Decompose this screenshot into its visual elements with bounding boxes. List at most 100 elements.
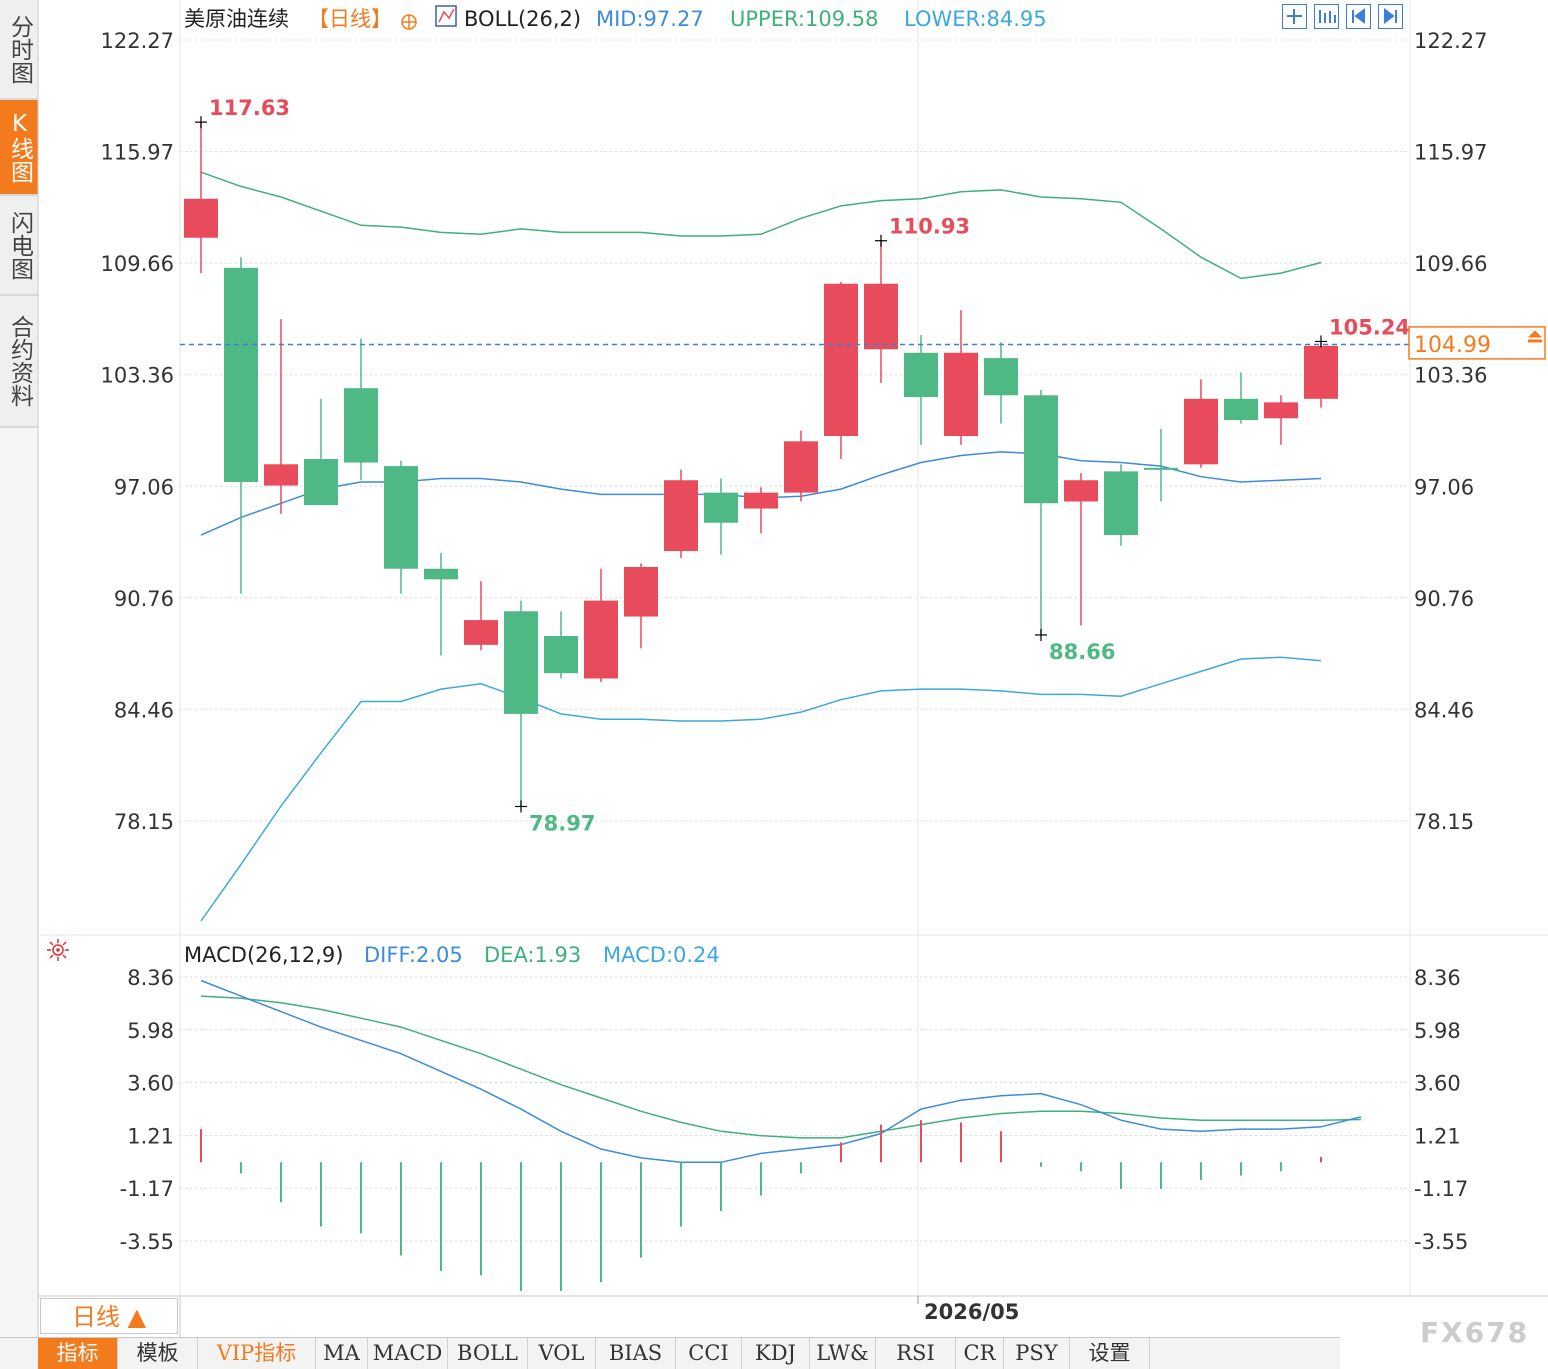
price-grid: 122.27 122.27 115.97 115.97 109.66 109.66 103.… <box>101 29 1488 834</box>
candle-body <box>264 464 298 486</box>
price-tick-right: 109.66 <box>1414 252 1487 276</box>
indicator-tab[interactable]: 模板 <box>118 1338 198 1369</box>
candle-body <box>584 600 618 679</box>
candle-body <box>664 480 698 552</box>
macd-tick-right: 5.98 <box>1414 1019 1461 1043</box>
indicator-tab[interactable]: KDJ <box>742 1338 810 1369</box>
indicator-tab[interactable]: BIAS <box>596 1338 676 1369</box>
macd-tick-right: 3.60 <box>1414 1072 1461 1096</box>
annotation-label: 110.93 <box>889 215 970 239</box>
boll-lines <box>200 171 1322 922</box>
price-tick-right: 84.46 <box>1414 698 1474 722</box>
instrument-name: 美原油连续 <box>184 7 289 31</box>
price-tick-left: 103.36 <box>101 364 174 388</box>
candle-body <box>424 568 458 580</box>
candle-body <box>1104 471 1138 536</box>
price-tick-left: 90.76 <box>114 587 174 611</box>
price-tick-right: 78.15 <box>1414 810 1474 834</box>
indicator-tab[interactable]: CCI <box>676 1338 742 1369</box>
annotation-label: 105.24 <box>1329 315 1410 339</box>
candle-body <box>864 283 898 350</box>
candle-body <box>984 358 1018 396</box>
price-tick-left: 122.27 <box>101 29 174 53</box>
current-price-box <box>1408 326 1546 360</box>
candle-body <box>384 466 418 569</box>
price-tick-right: 97.06 <box>1414 475 1474 499</box>
chart-area[interactable]: 122.27 122.27 115.97 115.97 109.66 109.66 103.… <box>0 0 1548 1338</box>
arrow-up-bar <box>1528 339 1542 343</box>
indicator-tabs: 指标 模板 VIP指标 MA MACD BOLL VOL BIAS CCI KDJ LW& RSI CR… <box>0 1337 1340 1369</box>
candle-body <box>1304 345 1338 399</box>
macd-lines <box>200 979 1362 1164</box>
macd-settings-icon[interactable] <box>47 939 69 961</box>
candle-body <box>544 636 578 674</box>
price-tick-left: 84.46 <box>114 698 174 722</box>
boll-lower-value: LOWER:84.95 <box>904 7 1047 31</box>
tab-lightning[interactable]: 闪电图 <box>0 196 38 296</box>
macd-tick-left: 5.98 <box>127 1019 174 1043</box>
price-tick-left: 115.97 <box>101 141 174 165</box>
price-arrow-icon <box>1528 330 1542 343</box>
boll-upper-line <box>200 171 1322 280</box>
macd-macd-value: MACD:0.24 <box>603 943 720 967</box>
macd-indicator-name: MACD(26,12,9) <box>184 943 344 967</box>
step-forward-icon[interactable] <box>1378 4 1403 29</box>
candle-body <box>344 388 378 463</box>
candle-body <box>784 441 818 493</box>
price-tick-right: 103.36 <box>1414 364 1487 388</box>
candle-body <box>944 352 978 436</box>
candle-body <box>1224 398 1258 421</box>
period-selector[interactable]: 日线 ▲ <box>40 1298 178 1334</box>
indicator-tab[interactable]: MACD <box>368 1338 448 1369</box>
indicator-tab[interactable]: PSY <box>1004 1338 1070 1369</box>
indicator-tab[interactable]: VIP指标 <box>198 1338 316 1369</box>
add-compare-icon[interactable] <box>401 14 417 30</box>
macd-diff-value: DIFF:2.05 <box>364 943 463 967</box>
annotation-label: 88.66 <box>1049 640 1115 664</box>
macd-dea-value: DEA:1.93 <box>484 943 581 967</box>
indicator-tab[interactable]: VOL <box>528 1338 596 1369</box>
period-tag[interactable]: 【日线】 <box>308 7 392 31</box>
tab-contract-info[interactable]: 合约资料 <box>0 296 38 428</box>
candle-body <box>904 352 938 398</box>
candles <box>184 122 1338 807</box>
candle-body <box>224 267 258 483</box>
price-tick-right: 122.27 <box>1414 29 1487 53</box>
indicator-tab[interactable]: 设置 <box>1070 1338 1150 1369</box>
tab-kline[interactable]: K线图 <box>0 100 38 196</box>
price-tick-right: 90.76 <box>1414 587 1474 611</box>
tab-time-share[interactable]: 分时图 <box>0 0 38 100</box>
macd-tick-left: -1.17 <box>120 1177 174 1201</box>
macd-tick-right: 8.36 <box>1414 966 1461 990</box>
macd-bars <box>200 1120 1322 1291</box>
candle-body <box>744 492 778 509</box>
indicator-tab[interactable]: MA <box>316 1338 368 1369</box>
indicator-tab[interactable]: LW& <box>810 1338 876 1369</box>
candle-body <box>304 458 338 506</box>
watermark: FX678 <box>1420 1316 1530 1349</box>
candle-body <box>1144 467 1178 470</box>
macd-grid: 8.36 8.36 5.98 5.98 3.60 3.60 1.21 1.21 -1.17 -1.… <box>120 966 1469 1254</box>
candle-body <box>1264 402 1298 419</box>
price-tick-right: 115.97 <box>1414 141 1487 165</box>
candle-body <box>1024 395 1058 504</box>
macd-tick-left: -3.55 <box>120 1230 174 1254</box>
indicator-tab[interactable]: RSI <box>876 1338 956 1369</box>
dea-line <box>200 995 1362 1139</box>
crosshair-icon[interactable] <box>1282 4 1307 29</box>
candle-chart-icon[interactable] <box>1314 4 1339 29</box>
indicator-tab[interactable]: CR <box>956 1338 1004 1369</box>
macd-tick-left: 8.36 <box>127 966 174 990</box>
indicator-tab[interactable]: 指标 <box>38 1338 118 1369</box>
arrow-up-shape <box>1528 330 1542 338</box>
price-tick-left: 78.15 <box>114 810 174 834</box>
indicator-chart-icon[interactable] <box>435 5 457 27</box>
boll-lower-line <box>200 656 1322 922</box>
price-tick-left: 97.06 <box>114 475 174 499</box>
indicator-tab[interactable]: BOLL <box>448 1338 528 1369</box>
candle-body <box>184 198 218 238</box>
step-back-icon[interactable] <box>1346 4 1371 29</box>
candle-body <box>824 283 858 436</box>
left-strip <box>0 428 38 1338</box>
boll-indicator-name: BOLL(26,2) <box>464 7 581 31</box>
